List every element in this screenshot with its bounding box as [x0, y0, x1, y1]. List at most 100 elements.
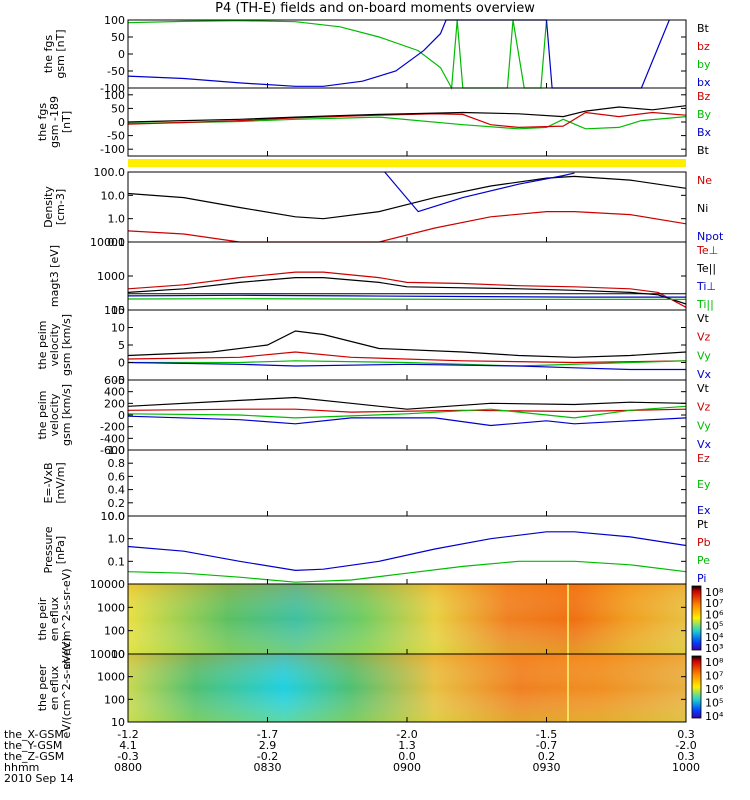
legend-vt: Vt	[697, 312, 710, 325]
y-tick-label: 600	[104, 374, 125, 387]
y-axis-label: gsm [nT]	[54, 29, 67, 78]
legend-bt: Bt	[697, 144, 710, 157]
series-bt	[127, 105, 687, 123]
y-axis-label: gsm [km/s]	[60, 384, 73, 446]
legend-vy: Vy	[697, 419, 711, 432]
ephemeris-value: -0.7	[536, 739, 557, 752]
y-axis-label: velocity	[48, 393, 61, 436]
y-axis-label: velocity	[48, 323, 61, 366]
panel-frame	[127, 171, 687, 243]
legend-ti: Ti||	[696, 298, 714, 311]
y-tick-label: 1000	[97, 270, 125, 283]
ephemeris-value: 2.9	[259, 739, 277, 752]
y-axis-label: the peim	[36, 320, 49, 369]
ephemeris-label: the_X-GSM	[4, 728, 64, 741]
legend-by: By	[697, 108, 712, 121]
colorbar-tick-label: 10⁴	[705, 710, 724, 723]
ephemeris-value: -0.2	[257, 750, 278, 763]
y-tick-label: -100	[100, 143, 125, 156]
y-tick-label: 10000	[90, 578, 125, 591]
legend-bz: Bz	[697, 90, 711, 103]
series-bx	[127, 19, 670, 89]
legend-vx: Vx	[697, 438, 712, 451]
series-vx	[127, 361, 686, 371]
y-axis-label: Pressure	[42, 526, 55, 573]
colorbar-tick-label: 10⁶	[705, 608, 724, 621]
y-tick-label: -600	[100, 444, 125, 457]
panel-frame	[127, 19, 687, 89]
y-tick-label: 400	[104, 386, 125, 399]
ephemeris-value: 0930	[533, 761, 561, 774]
legend-ni: Ni	[697, 202, 708, 215]
y-tick-label: 100	[104, 304, 125, 317]
y-tick-label: 100	[104, 14, 125, 27]
ephemeris-value: -2.0	[396, 728, 417, 741]
legend-pi: Pi	[697, 572, 706, 585]
ephemeris-value: 4.1	[119, 739, 137, 752]
y-axis-label: the fgs	[42, 35, 55, 73]
y-tick-label: 10	[111, 322, 125, 335]
ephemeris-value: 0800	[114, 761, 142, 774]
y-axis-label: [mV/m]	[54, 462, 67, 503]
y-tick-label: 50	[111, 31, 125, 44]
ephemeris-value: 0.3	[677, 728, 695, 741]
ephemeris-value: 0.2	[538, 750, 556, 763]
y-tick-label: 10000	[90, 236, 125, 249]
y-tick-label: 0.6	[108, 470, 126, 483]
series-vy	[127, 405, 687, 419]
panel-frame	[127, 449, 687, 517]
legend-ne: Ne	[697, 174, 712, 187]
ephemeris-value: 0.3	[677, 750, 695, 763]
legend-ex: Ex	[697, 504, 711, 517]
legend-ey: Ey	[697, 478, 711, 491]
y-tick-label: 0	[118, 409, 125, 422]
series-vz	[127, 351, 687, 364]
colorbar	[691, 655, 702, 719]
panel-5: 15 10 5 0 -5 the peim velocity gsm [km/s] Vt Vz Vy…	[36, 304, 712, 387]
y-tick-label: 5	[118, 339, 125, 352]
ephemeris-value: -2.0	[675, 739, 696, 752]
colorbar-tick-label: 10⁸	[705, 656, 724, 669]
y-axis-label: E=-VxB	[42, 462, 55, 503]
y-tick-label: 1000	[97, 671, 125, 684]
y-axis-label: the peer	[36, 664, 49, 711]
colorbar-tick-label: 10³	[705, 642, 723, 655]
series-ti	[127, 298, 686, 300]
colorbar-tick-label: 10⁴	[705, 631, 724, 644]
ephemeris-value: -0.3	[117, 750, 138, 763]
legend-bx: bx	[697, 76, 711, 89]
y-axis-label: en eflux	[48, 665, 61, 710]
y-tick-label: 0.1	[108, 236, 126, 249]
panel-4: 10000 1000 100 magt3 [eV] Te⊥ Te|| Ti⊥ Ti||	[48, 236, 718, 317]
y-tick-label: 0.0	[108, 510, 126, 523]
panel-1: 100 50 0 -50 -100 the fgs gsm [nT] Bt bz by bx	[42, 14, 711, 95]
y-tick-label: 100	[104, 625, 125, 638]
colorbar-tick-label: 10⁵	[705, 620, 723, 633]
y-axis-label: the peim	[36, 390, 49, 439]
colorbar-tick-label: 10⁸	[705, 586, 724, 599]
legend-by: by	[697, 58, 711, 71]
series-by	[127, 19, 548, 91]
ephemeris-table: the_X-GSM -1.2 -1.7 -2.0 -1.5 0.3 the_Y-GSM 4.1…	[4, 728, 700, 785]
legend-npot: Npot	[697, 230, 724, 243]
legend-vy: Vy	[697, 349, 711, 362]
y-axis-label: the fgs	[36, 103, 49, 141]
y-tick-label: 100	[104, 693, 125, 706]
y-tick-label: 0.2	[108, 497, 126, 510]
legend-vz: Vz	[697, 401, 711, 414]
series-vx	[127, 415, 687, 427]
y-axis-label: [nPa]	[54, 536, 67, 564]
y-tick-label: 200	[104, 397, 125, 410]
series-pi	[127, 531, 687, 572]
series-ne	[127, 211, 687, 243]
y-tick-label: 0	[118, 48, 125, 61]
series-ti	[127, 294, 686, 298]
page-title: P4 (TH-E) fields and on-board moments ov…	[215, 1, 535, 16]
colorbar-tick-label: 10⁵	[705, 697, 723, 710]
series-vt	[127, 330, 687, 358]
y-axis-label: gsm [km/s]	[60, 314, 73, 376]
